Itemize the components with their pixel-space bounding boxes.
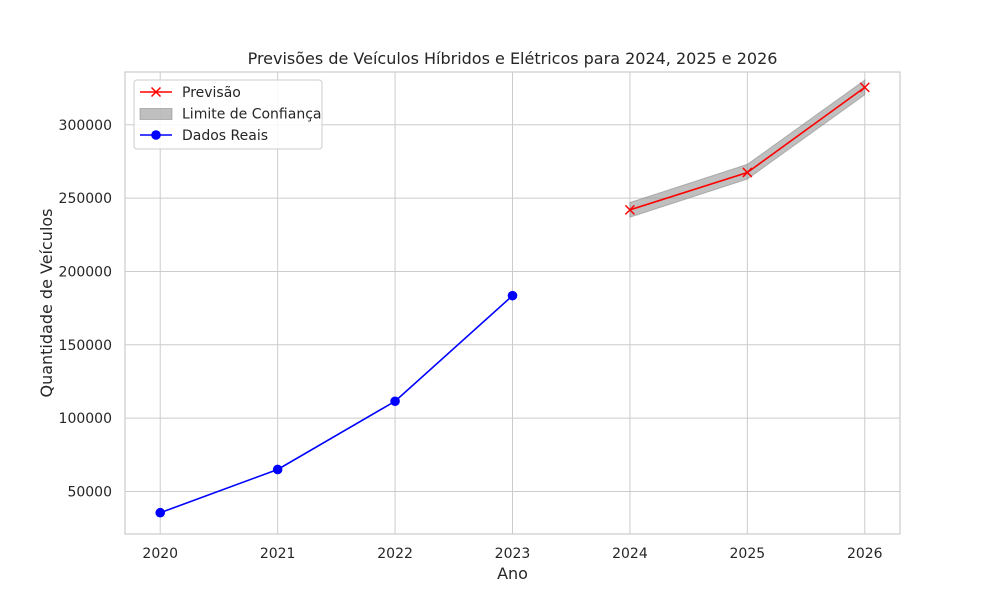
chart-title: Previsões de Veículos Híbridos e Elétric…: [248, 49, 778, 68]
legend-label: Dados Reais: [182, 128, 268, 144]
confidence-bands: [629, 79, 866, 218]
point-marker-x: [624, 204, 635, 215]
x-tick-label: 2026: [847, 546, 883, 562]
x-axis-label: Ano: [497, 564, 528, 583]
y-tick-label: 300000: [59, 118, 112, 134]
point-marker-x: [859, 82, 870, 93]
y-axis-label: Quantidade de Veículos: [37, 208, 56, 397]
y-tick-labels: 50000 100000 150000 200000 250000 300000: [59, 118, 112, 501]
point-marker-x: [150, 86, 162, 98]
point-marker-o: [390, 396, 400, 407]
legend-label: Previsão: [182, 85, 241, 101]
x-tick-label: 2025: [730, 546, 766, 562]
x-tick-label: 2020: [142, 546, 178, 562]
point-marker-o: [155, 507, 166, 518]
y-tick-label: 250000: [59, 191, 112, 207]
y-tick-label: 50000: [67, 484, 112, 500]
plot-frame: [124, 71, 901, 535]
series-line: [159, 295, 514, 514]
point-marker-o: [272, 464, 283, 475]
x-tick-label: 2024: [612, 546, 648, 562]
legend-frame: [133, 79, 323, 150]
point-marker-o: [151, 130, 161, 140]
point-marker-x: [742, 167, 753, 178]
legend: Previsão Limite de Confiança Dados Reais: [133, 79, 323, 150]
x-tick-labels: 2020 2021 2022 2023 2024 2025 2026: [142, 546, 882, 562]
legend-swatch: [139, 108, 173, 120]
legend-label: Limite de Confiança: [182, 107, 321, 123]
x-tick-label: 2022: [377, 546, 413, 562]
x-tick-label: 2021: [260, 546, 296, 562]
series-markers: [155, 82, 870, 518]
y-tick-label: 200000: [59, 264, 112, 280]
confidence-band: [629, 79, 866, 218]
point-marker-o: [507, 290, 518, 301]
y-tick-label: 150000: [59, 338, 112, 354]
y-tick-label: 100000: [59, 411, 112, 427]
grid: [125, 72, 900, 534]
x-tick-label: 2023: [495, 546, 531, 562]
